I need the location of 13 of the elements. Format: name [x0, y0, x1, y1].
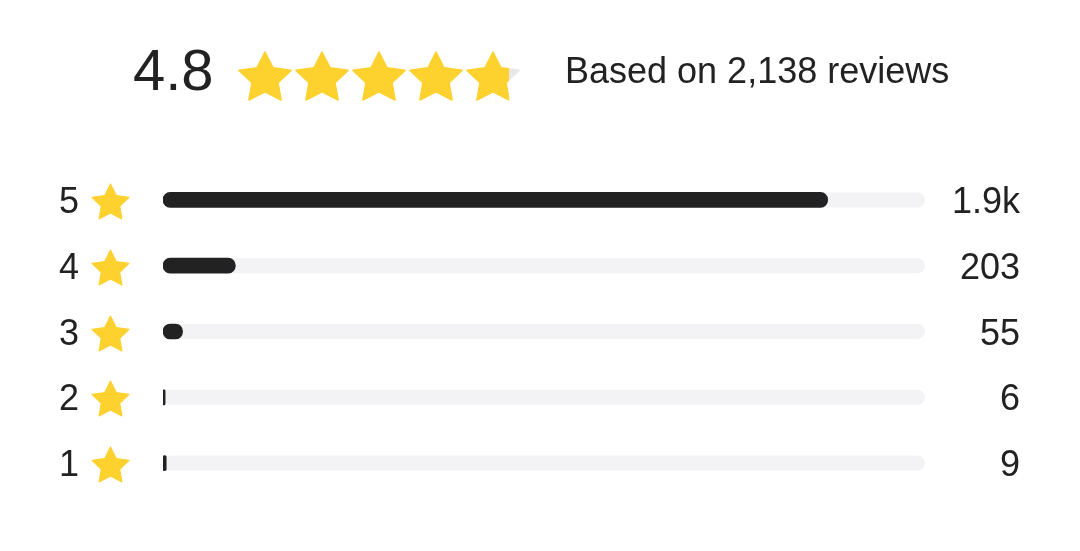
- data-label: 6: [999, 377, 1020, 419]
- chart-title: 4.8: [133, 37, 214, 102]
- data-label: 55: [979, 311, 1020, 353]
- y-tick-label: 4: [59, 245, 80, 287]
- y-tick-label: 2: [59, 377, 80, 419]
- bar: [163, 257, 236, 274]
- y-tick-label: 5: [59, 179, 80, 221]
- chart-subtitle: Based on 2,138 reviews: [565, 50, 950, 91]
- data-label: 203: [959, 245, 1020, 287]
- y-tick-label: 3: [59, 311, 80, 353]
- data-label: 9: [999, 443, 1020, 485]
- data-label: 1.9k: [951, 179, 1021, 221]
- y-tick-label: 1: [59, 443, 80, 485]
